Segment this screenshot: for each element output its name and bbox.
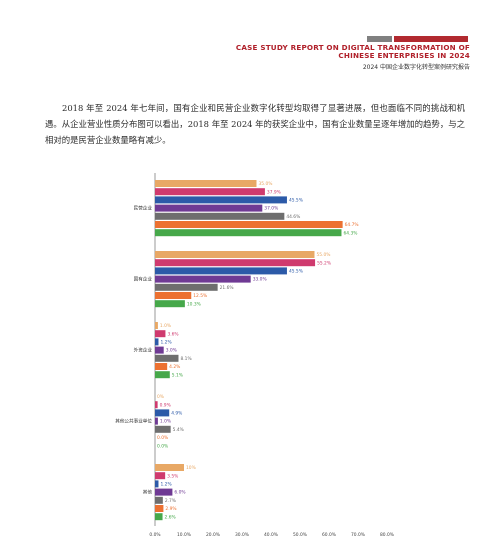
category-label: 外资企业 [134, 347, 153, 354]
bar [155, 480, 159, 488]
category-label: 其他公共事业单位 [115, 418, 152, 425]
bar [155, 338, 159, 346]
header-accent-bar-red [394, 36, 468, 42]
x-tick-label: 20.0% [206, 532, 220, 538]
x-tick-label: 70.0% [351, 532, 365, 538]
bar [155, 267, 287, 275]
bar-value-label: 12.5% [193, 293, 207, 299]
bar [155, 488, 173, 496]
bar-value-label: 37.0% [264, 206, 278, 212]
report-subtitle: 2024 中国企业数字化转型案例研究报告 [362, 64, 470, 71]
bar-value-label: 64.3% [343, 230, 357, 236]
bar-value-label: 5.1% [172, 372, 183, 378]
bar [155, 251, 315, 258]
bar-value-label: 55.0% [317, 252, 331, 258]
bar [155, 275, 251, 283]
bar [155, 212, 285, 220]
bar-value-label: 4.2% [169, 364, 180, 370]
bar [155, 180, 257, 187]
category-label: 其他 [143, 489, 153, 496]
bar [155, 354, 179, 362]
x-tick-label: 40.0% [264, 532, 278, 538]
bar-value-label: 10.3% [187, 301, 201, 307]
bar-value-label: 3.0% [166, 348, 177, 354]
bar-value-label: 64.7% [345, 222, 359, 228]
bar [155, 221, 343, 228]
bar-value-label: 35.0% [259, 181, 273, 187]
category-label: 民营企业 [134, 205, 153, 212]
report-title: CASE STUDY REPORT ON DIGITAL TRANSFORMAT… [236, 44, 470, 60]
bar-value-label: 0.0% [157, 435, 168, 441]
x-tick-label: 0.0% [149, 532, 160, 538]
bar-value-label: 2.6% [165, 514, 176, 520]
bar [155, 401, 158, 409]
bar [155, 196, 287, 204]
bar [155, 283, 218, 291]
bar [155, 496, 163, 504]
bar [155, 513, 163, 521]
body-paragraph: 2018 年至 2024 年七年间，国有企业和民营企业数字化转型均取得了显著进展… [45, 103, 465, 145]
bar-value-label: 10% [186, 465, 196, 471]
bar-value-label: 3.5% [167, 473, 178, 479]
report-title-line2: CHINESE ENTERPRISES IN 2024 [338, 51, 470, 60]
x-tick-label: 30.0% [235, 532, 249, 538]
bar [155, 292, 192, 299]
bar-value-label: 8.1% [180, 356, 191, 362]
bar [155, 188, 265, 196]
bar [155, 330, 166, 338]
bar [155, 322, 158, 329]
bar-value-label: 21.6% [220, 285, 234, 291]
bar-value-label: 4.9% [171, 411, 182, 417]
bar [155, 363, 168, 370]
bar [155, 505, 164, 512]
report-title-line1: CASE STUDY REPORT ON DIGITAL TRANSFORMAT… [235, 43, 470, 52]
bar-value-label: 2.7% [165, 498, 176, 504]
bar [155, 425, 171, 433]
bar [155, 229, 342, 237]
bar [155, 371, 170, 379]
bar [155, 472, 166, 480]
bar-value-label: 2.9% [165, 506, 176, 512]
bar-value-label: 3.6% [167, 331, 178, 337]
x-tick-label: 80.0% [380, 532, 394, 538]
bar-value-label: 45.5% [289, 269, 303, 275]
x-tick-label: 50.0% [293, 532, 307, 538]
bar [155, 259, 316, 267]
bar-value-label: 37.9% [267, 189, 281, 195]
bar [155, 464, 184, 471]
bar-value-label: 33.0% [253, 277, 267, 283]
x-tick-label: 10.0% [177, 532, 191, 538]
bar [155, 300, 185, 308]
bar [155, 417, 158, 425]
bar-value-label: 1.2% [160, 340, 171, 346]
bar [155, 346, 164, 354]
bar-value-label: 0% [157, 394, 164, 400]
bar-value-label: 55.2% [317, 260, 331, 266]
bar-value-label: 44.6% [286, 214, 300, 220]
x-tick-label: 60.0% [322, 532, 336, 538]
bar-value-label: 0.9% [160, 402, 171, 408]
bar-value-label: 1.2% [160, 482, 171, 488]
bar [155, 204, 263, 212]
bar [155, 409, 170, 417]
bar-value-label: 0.0% [157, 443, 168, 449]
category-label: 国有企业 [134, 276, 153, 283]
bar-value-label: 6.0% [174, 490, 185, 496]
bar-value-label: 5.4% [173, 427, 184, 433]
bar-value-label: 1.0% [160, 323, 171, 329]
header-accent-bar-gray [367, 36, 392, 42]
bar-value-label: 1.0% [160, 419, 171, 425]
bar-value-label: 45.5% [289, 198, 303, 204]
